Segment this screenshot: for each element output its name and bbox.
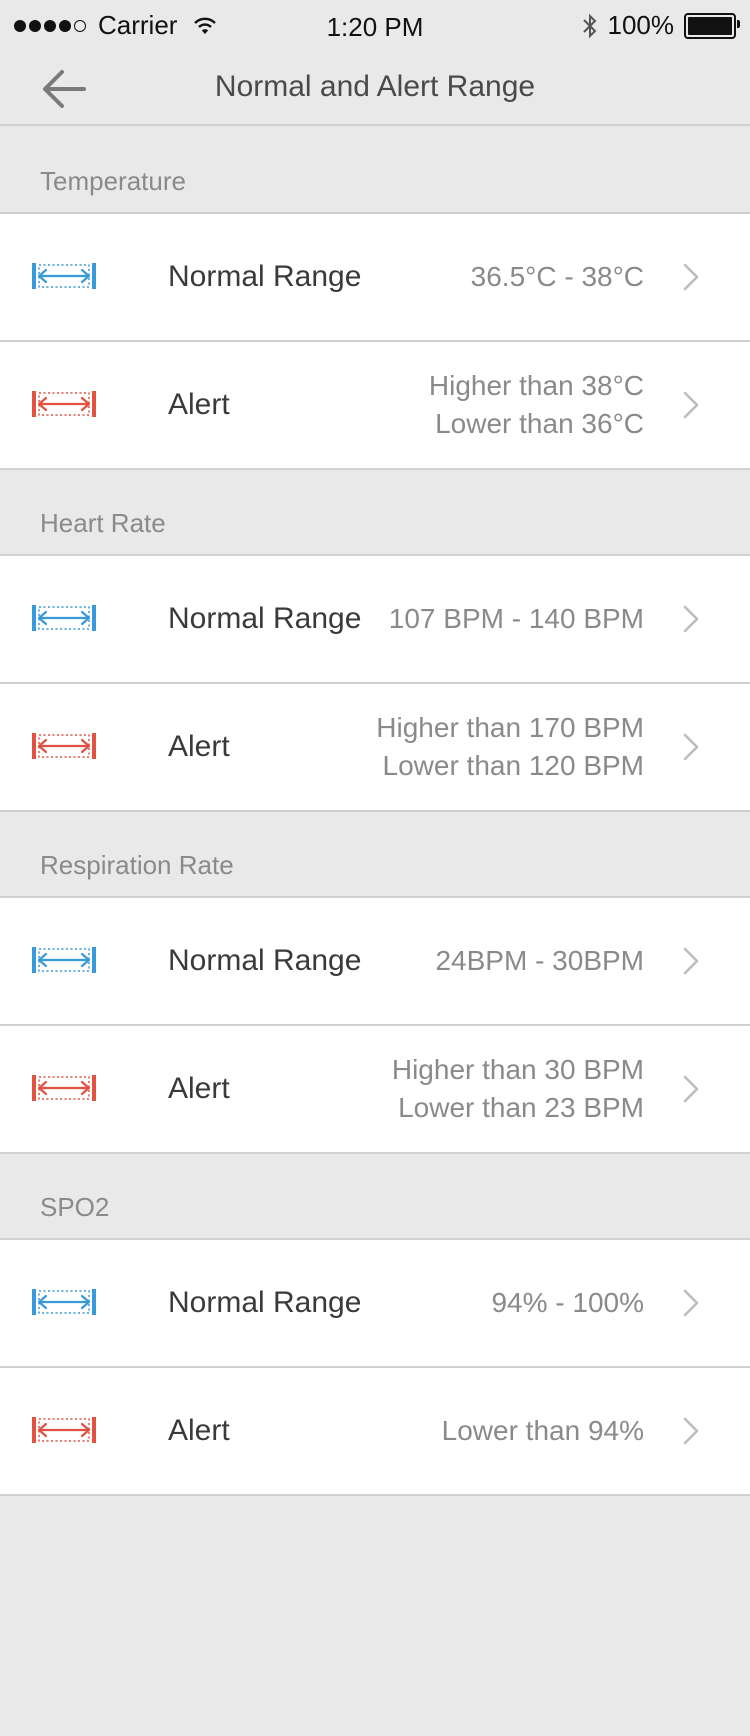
row-label: Normal Range [168, 1286, 362, 1319]
range-list: Temperature Normal Range 36.5°C - 38°C A… [0, 128, 750, 1496]
value-line-1: 107 BPM - 140 BPM [388, 603, 644, 634]
navigation-bar: Normal and Alert Range [0, 52, 750, 126]
section-header-heart-rate: Heart Rate [0, 470, 750, 556]
heart-rate-alert-row[interactable]: Alert Higher than 170 BPM Lower than 120… [0, 684, 750, 812]
respiration-rate-alert-row[interactable]: Alert Higher than 30 BPM Lower than 23 B… [0, 1026, 750, 1154]
chevron-right-icon [683, 605, 699, 633]
section-header-temperature: Temperature [0, 128, 750, 214]
chevron-right-icon [683, 733, 699, 761]
row-value: 94% - 100% [491, 1240, 644, 1366]
status-time: 1:20 PM [326, 12, 424, 42]
back-arrow-icon[interactable] [40, 66, 90, 112]
normal-range-icon [32, 605, 96, 631]
row-label: Alert [168, 388, 230, 421]
normal-range-icon [32, 1289, 96, 1315]
value-line-2: Lower than 36°C [435, 408, 644, 439]
value-line-1: 36.5°C - 38°C [470, 261, 644, 292]
row-value: Higher than 30 BPM Lower than 23 BPM [392, 1026, 644, 1152]
chevron-right-icon [683, 391, 699, 419]
spo2-alert-row[interactable]: Alert Lower than 94% [0, 1368, 750, 1496]
page-title: Normal and Alert Range [214, 70, 536, 103]
value-line-1: Higher than 170 BPM [376, 712, 644, 743]
value-line-2: Lower than 23 BPM [398, 1092, 644, 1123]
alert-range-icon [32, 1417, 96, 1443]
chevron-right-icon [683, 1075, 699, 1103]
temperature-alert-row[interactable]: Alert Higher than 38°C Lower than 36°C [0, 342, 750, 470]
row-label: Normal Range [168, 602, 362, 635]
row-label: Normal Range [168, 260, 362, 293]
spo2-normal-range-row[interactable]: Normal Range 94% - 100% [0, 1240, 750, 1368]
section-header-respiration-rate: Respiration Rate [0, 812, 750, 898]
value-line-1: 94% - 100% [491, 1287, 644, 1318]
battery-icon [684, 12, 740, 39]
row-value: Higher than 170 BPM Lower than 120 BPM [376, 684, 644, 810]
alert-range-icon [32, 1075, 96, 1101]
row-label: Alert [168, 1072, 230, 1105]
wifi-icon [194, 17, 217, 34]
value-line-1: Higher than 30 BPM [391, 1054, 644, 1085]
status-left: Carrier [14, 10, 217, 41]
chevron-right-icon [683, 947, 699, 975]
carrier-name: Carrier [98, 10, 178, 40]
row-label: Alert [168, 730, 230, 763]
row-value: 107 BPM - 140 BPM [389, 556, 644, 682]
normal-range-icon [32, 263, 96, 289]
row-value: 24BPM - 30BPM [435, 898, 644, 1024]
heart-rate-normal-range-row[interactable]: Normal Range 107 BPM - 140 BPM [0, 556, 750, 684]
alert-range-icon [32, 733, 96, 759]
bluetooth-icon [582, 13, 596, 38]
battery-percent: 100% [607, 10, 675, 40]
signal-strength-icon [14, 19, 86, 32]
chevron-right-icon [683, 1289, 699, 1317]
value-line-2: Lower than 120 BPM [382, 750, 645, 781]
status-bar: Carrier 1:20 PM 100% [0, 0, 750, 52]
row-label: Alert [168, 1414, 230, 1447]
row-value: 36.5°C - 38°C [471, 214, 644, 340]
alert-range-icon [32, 391, 96, 417]
value-line-1: 24BPM - 30BPM [435, 945, 644, 976]
temperature-normal-range-row[interactable]: Normal Range 36.5°C - 38°C [0, 214, 750, 342]
respiration-rate-normal-range-row[interactable]: Normal Range 24BPM - 30BPM [0, 898, 750, 1026]
value-line-1: Lower than 94% [441, 1415, 644, 1446]
row-value: Higher than 38°C Lower than 36°C [429, 342, 644, 468]
value-line-1: Higher than 38°C [428, 370, 644, 401]
status-right: 100% [582, 10, 740, 41]
row-label: Normal Range [168, 944, 362, 977]
normal-range-icon [32, 947, 96, 973]
row-value: Lower than 94% [442, 1368, 644, 1494]
section-header-spo2: SPO2 [0, 1154, 750, 1240]
chevron-right-icon [683, 1417, 699, 1445]
chevron-right-icon [683, 263, 699, 291]
